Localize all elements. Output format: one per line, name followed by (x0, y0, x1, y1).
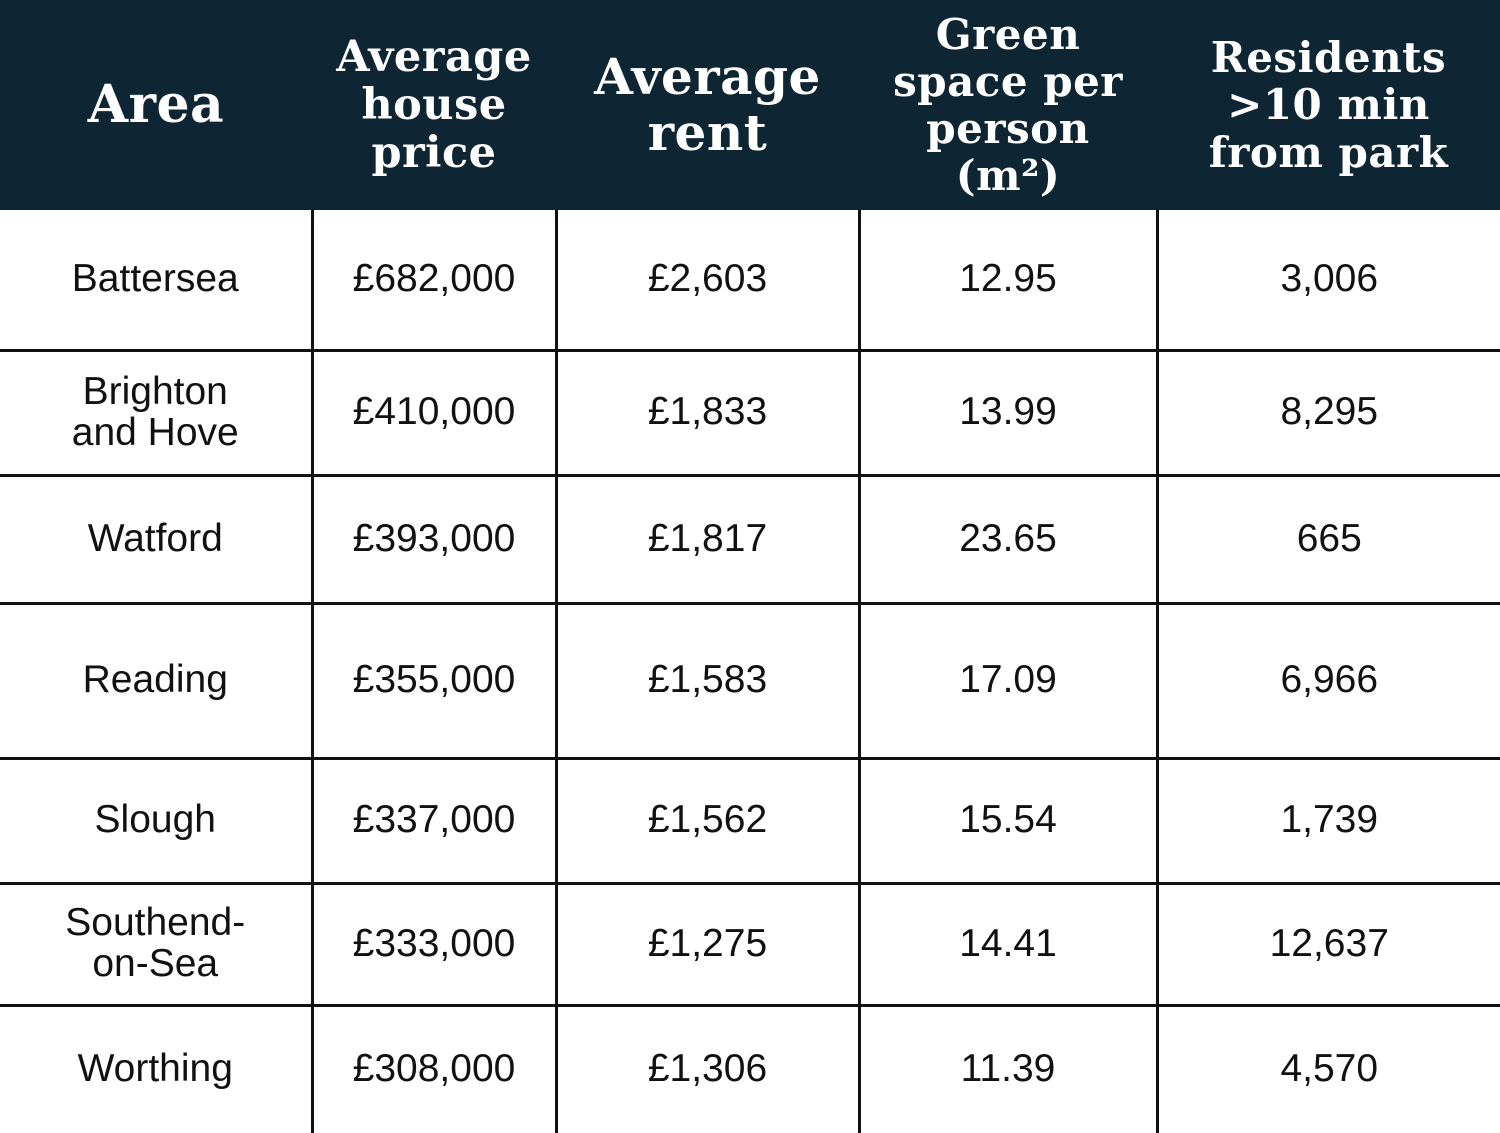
cell-rent: £1,306 (556, 1005, 861, 1133)
cell-area: Battersea (0, 210, 314, 352)
cell-rent: £1,833 (556, 350, 861, 477)
table-row: Slough £337,000 £1,562 15.54 1,739 (0, 758, 1500, 885)
table-row: Brighton and Hove £410,000 £1,833 13.99 … (0, 350, 1500, 477)
cell-house-price: £682,000 (312, 210, 558, 352)
cell-area: Reading (0, 603, 314, 760)
cell-house-price: £393,000 (312, 475, 558, 605)
cell-green-space: 12.95 (859, 210, 1159, 352)
table-body: Battersea £682,000 £2,603 12.95 3,006 Br… (0, 210, 1500, 1133)
cell-green-space: 23.65 (859, 475, 1159, 605)
cell-green-space: 13.99 (859, 350, 1159, 477)
cell-rent: £1,275 (556, 883, 861, 1007)
header-residents-from-park-label: Residents >10 min from park (1208, 33, 1449, 177)
header-row: Area Average house price Average rent Gr… (0, 0, 1500, 210)
cell-rent: £2,603 (556, 210, 861, 352)
cell-green-space: 11.39 (859, 1005, 1159, 1133)
cell-house-price: £308,000 (312, 1005, 558, 1133)
header-average-rent-label: Average rent (594, 47, 821, 162)
cell-area: Watford (0, 475, 314, 605)
cell-rent: £1,583 (556, 603, 861, 760)
table-row: Reading £355,000 £1,583 17.09 6,966 (0, 603, 1500, 760)
cell-rent: £1,817 (556, 475, 861, 605)
cell-residents: 1,739 (1157, 758, 1500, 885)
header-area: Area (0, 0, 312, 210)
header-area-label: Area (87, 73, 225, 135)
cell-rent: £1,562 (556, 758, 861, 885)
header-residents-from-park: Residents >10 min from park (1157, 0, 1500, 210)
cell-residents: 6,966 (1157, 603, 1500, 760)
cell-green-space: 14.41 (859, 883, 1159, 1007)
cell-area: Brighton and Hove (0, 350, 314, 477)
table-header: Area Average house price Average rent Gr… (0, 0, 1500, 210)
header-green-space-label: Green space per person (m²) (893, 9, 1123, 201)
header-average-house-price-label: Average house price (336, 31, 532, 179)
cell-area: Worthing (0, 1005, 314, 1133)
cell-residents: 8,295 (1157, 350, 1500, 477)
cell-area: Slough (0, 758, 314, 885)
table-row: Worthing £308,000 £1,306 11.39 4,570 (0, 1005, 1500, 1133)
cell-house-price: £355,000 (312, 603, 558, 760)
cell-residents: 665 (1157, 475, 1500, 605)
table-row: Southend- on-Sea £333,000 £1,275 14.41 1… (0, 883, 1500, 1007)
header-average-house-price: Average house price (312, 0, 556, 210)
cell-residents: 3,006 (1157, 210, 1500, 352)
cell-area: Southend- on-Sea (0, 883, 314, 1007)
table-row: Watford £393,000 £1,817 23.65 665 (0, 475, 1500, 605)
cell-house-price: £333,000 (312, 883, 558, 1007)
cell-green-space: 17.09 (859, 603, 1159, 760)
cell-residents: 12,637 (1157, 883, 1500, 1007)
header-green-space: Green space per person (m²) (859, 0, 1157, 210)
cell-house-price: £337,000 (312, 758, 558, 885)
cell-house-price: £410,000 (312, 350, 558, 477)
table-row: Battersea £682,000 £2,603 12.95 3,006 (0, 210, 1500, 352)
header-average-rent: Average rent (556, 0, 859, 210)
cell-residents: 4,570 (1280, 1047, 1379, 1091)
cell-green-space: 15.54 (859, 758, 1159, 885)
